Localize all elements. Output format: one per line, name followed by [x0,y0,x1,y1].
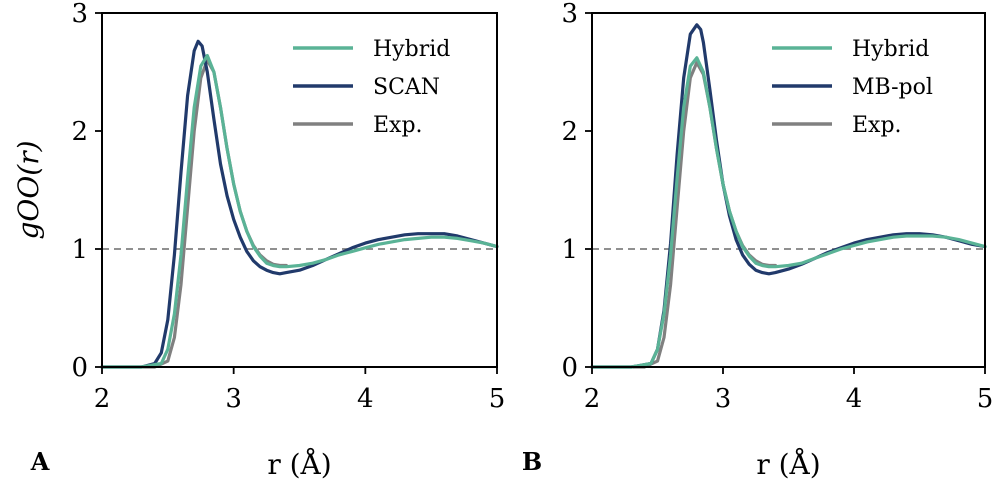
y-tick-label: 2 [71,117,88,147]
x-tick-label: 2 [584,384,601,414]
y-tick-label: 1 [71,235,88,265]
y-tick-label: 0 [71,353,88,383]
panel-b: 2 3 4 5 0 1 2 3 r (Å) B Hybrid MB-pol Exp. [522,0,993,481]
series-line-mb-pol [590,23,987,369]
y-tick-label: 1 [561,235,578,265]
y-tick-label: 0 [561,353,578,383]
series-line-hybrid [100,53,499,369]
legend-label: Hybrid [852,37,929,62]
series-line-hybrid [590,56,987,369]
x-axis-label: r (Å) [267,448,331,481]
x-tick-label: 2 [94,384,111,414]
panel-label: B [522,447,542,476]
x-tick-label: 3 [225,384,242,414]
x-axis-label: r (Å) [756,448,820,481]
legend-label: Exp. [852,113,902,138]
x-tick-label: 4 [846,384,863,414]
legend-label: Hybrid [373,37,450,62]
legend-label: MB-pol [852,75,933,100]
y-tick-label: 3 [71,0,88,29]
y-tick-label: 3 [561,0,578,29]
panel-a: 2 3 4 5 0 1 2 3 r (Å) gOO(r) A Hybrid SCAN Exp. [12,0,505,481]
panel-label: A [30,447,50,476]
y-tick-label: 2 [561,117,578,147]
legend-label: Exp. [373,113,423,138]
x-tick-label: 5 [977,384,994,414]
series-line-scan [100,39,499,369]
y-axis-label: gOO(r) [12,140,45,239]
plot-frame [101,12,498,368]
x-tick-label: 4 [357,384,374,414]
plot-frame [591,12,986,368]
legend-label: SCAN [373,75,440,100]
x-tick-label: 5 [489,384,506,414]
x-tick-label: 3 [715,384,732,414]
